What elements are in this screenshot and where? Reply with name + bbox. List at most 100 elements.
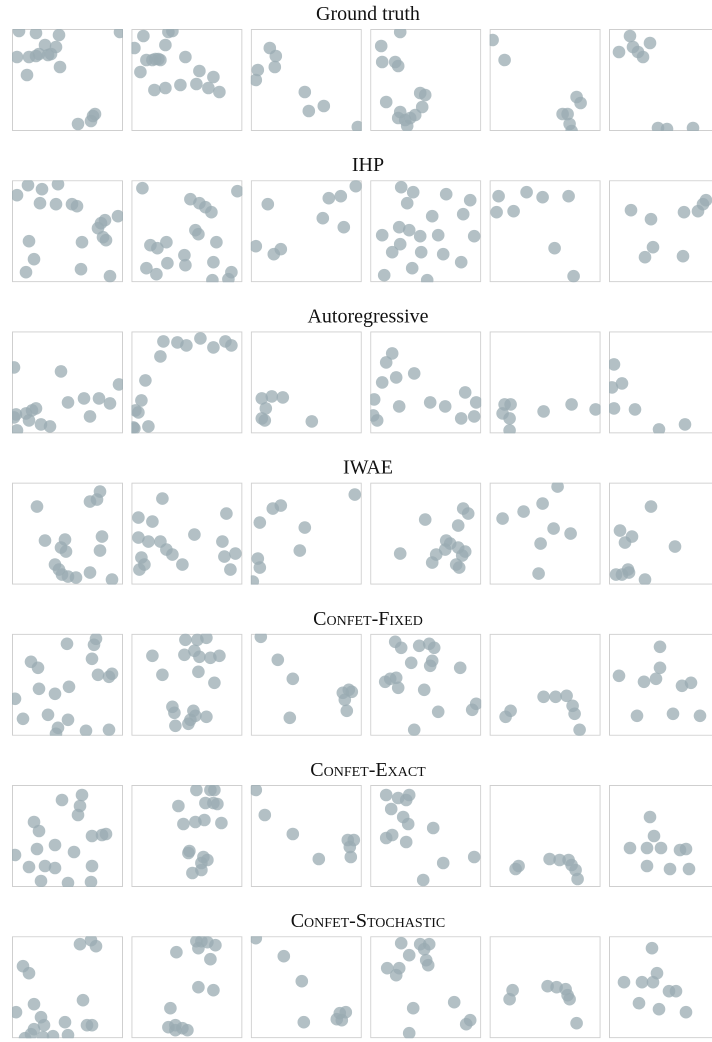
point [37,1018,51,1032]
scatter-panel [489,482,601,585]
point [61,876,75,887]
point [385,347,399,360]
point [139,374,152,387]
scatter-panel [131,936,243,1039]
point [49,727,63,736]
point [250,239,263,253]
point [679,1005,693,1019]
point [375,228,389,242]
point [276,391,290,404]
point [293,544,307,557]
point [61,713,75,727]
scatter-panel [370,785,482,887]
point [154,350,167,363]
point [229,547,242,560]
point [192,980,205,994]
point [161,256,174,270]
scatter-panel [131,180,243,283]
point [179,633,192,647]
point [570,1016,583,1030]
point [34,874,48,887]
point [85,652,99,666]
scatter-panel [250,482,362,585]
point [402,223,416,237]
point [459,1017,473,1031]
point [389,968,403,982]
point [537,690,550,704]
point [140,261,153,275]
point [394,641,408,655]
point [251,63,265,77]
point [92,392,106,405]
panel-frame [12,180,123,283]
point [61,396,75,409]
point [638,573,652,585]
point [30,842,44,856]
point [668,540,682,553]
point [204,952,217,966]
point [12,424,24,434]
point [431,705,445,719]
point [22,234,36,248]
point [222,272,235,283]
scatter-panel [489,785,601,887]
point [556,107,569,121]
scatter-panel [250,331,362,434]
scatter-panel [12,936,123,1039]
scatter-panel [609,331,712,434]
point [393,29,407,39]
point [338,693,352,707]
point [637,675,651,689]
point [250,73,263,87]
point [562,189,575,203]
point [253,516,267,529]
point [182,717,195,731]
point [612,669,626,683]
point [103,269,117,283]
point [679,842,693,856]
point [218,550,231,563]
panel-frame [250,936,362,1039]
point [322,191,336,205]
point [169,1018,182,1032]
point [413,229,427,243]
point [192,227,205,241]
point [436,247,450,261]
point [340,704,354,718]
scatter-panel [609,936,712,1039]
point [380,961,394,975]
point [178,248,191,262]
point [617,975,631,989]
point [407,367,421,380]
point [254,633,268,644]
point [421,958,435,972]
panel-frame [609,785,712,887]
point [174,78,187,92]
point [461,507,475,520]
point [684,676,698,690]
point [660,122,674,131]
point [159,38,172,52]
point [170,945,183,959]
scatter-panel [489,180,601,283]
panel-frame [12,633,123,736]
point [574,96,587,110]
point [180,339,193,352]
point [438,400,452,413]
point [415,100,429,114]
scatter-panel [12,482,123,585]
point [91,668,105,682]
point [41,708,55,722]
point [686,121,700,131]
panel-frame [489,633,601,736]
point [414,245,428,259]
point [210,235,223,249]
point [32,824,46,838]
point [375,376,389,389]
point [392,400,406,413]
scatter-panel [131,785,243,887]
point [412,639,426,653]
point [224,563,237,576]
point [84,875,98,887]
panel-frame [12,482,123,585]
